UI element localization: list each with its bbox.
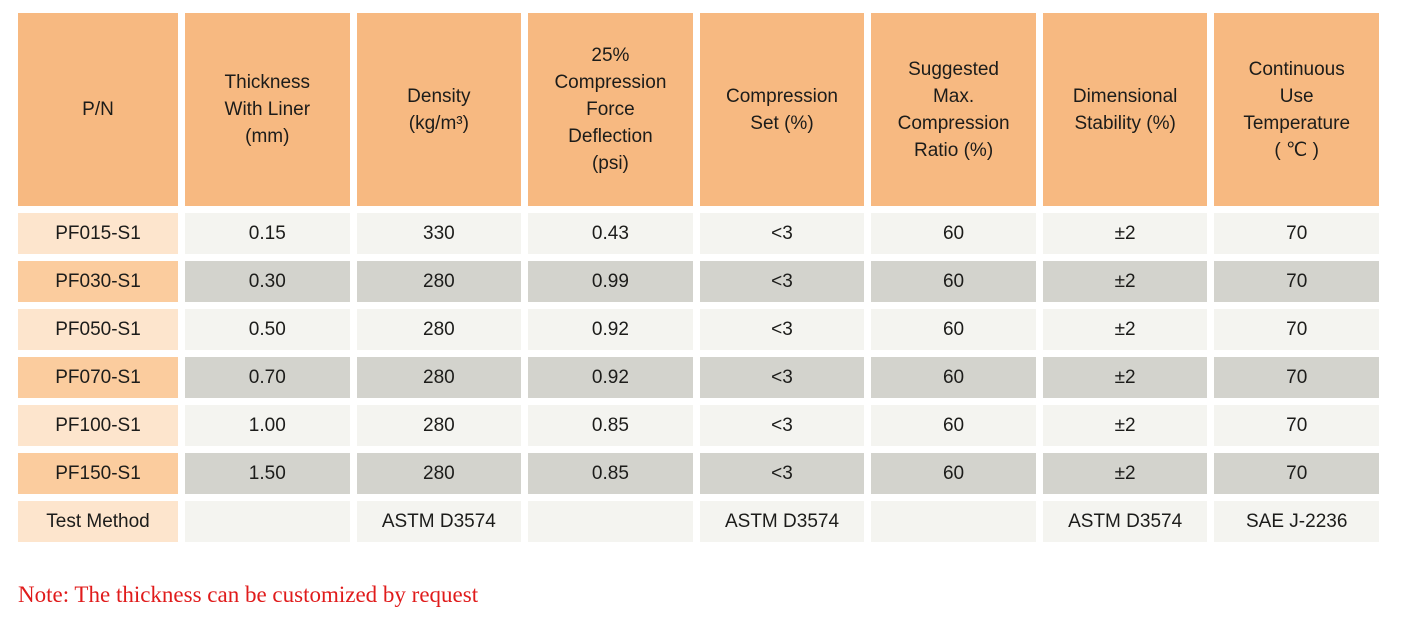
cell-max-compression-ratio: 60: [871, 357, 1036, 398]
cell-cfd: 0.99: [528, 261, 693, 302]
cell-test-method-continuous-use-temp: SAE J-2236: [1214, 501, 1379, 542]
column-header-dimensional-stability: Dimensional Stability (%): [1042, 13, 1208, 206]
cell-compression-set: <3: [699, 309, 865, 350]
cell-continuous-use-temp: 70: [1214, 309, 1379, 350]
cell-dimensional-stability: ±2: [1042, 309, 1208, 350]
cell-cfd: 0.92: [528, 357, 693, 398]
cell-compression-set: <3: [699, 213, 865, 254]
cell-thickness: 1.50: [185, 453, 350, 494]
cell-dimensional-stability: ±2: [1042, 405, 1208, 446]
cell-test-method-cfd: [528, 501, 693, 542]
cell-max-compression-ratio: 60: [871, 261, 1036, 302]
cell-dimensional-stability: ±2: [1042, 261, 1208, 302]
cell-max-compression-ratio: 60: [871, 309, 1036, 350]
cell-compression-set: <3: [699, 357, 865, 398]
cell-dimensional-stability: ±2: [1042, 357, 1208, 398]
cell-test-method-compression-set: ASTM D3574: [699, 501, 865, 542]
thickness-note: Note: The thickness can be customized by…: [18, 582, 479, 607]
cell-continuous-use-temp: 70: [1214, 405, 1379, 446]
cell-thickness: 0.15: [185, 213, 350, 254]
cell-continuous-use-temp: 70: [1214, 213, 1379, 254]
row-label-pf015-s1: PF015-S1: [18, 213, 178, 254]
cell-density: 280: [356, 309, 522, 350]
cell-compression-set: <3: [699, 261, 865, 302]
column-header-suggested-max-compression-ratio: Suggested Max. Compression Ratio (%): [871, 13, 1036, 206]
cell-max-compression-ratio: 60: [871, 453, 1036, 494]
cell-test-method-thickness: [185, 501, 350, 542]
cell-continuous-use-temp: 70: [1214, 357, 1379, 398]
cell-thickness: 1.00: [185, 405, 350, 446]
column-header-thickness-with-liner: Thickness With Liner (mm): [185, 13, 350, 206]
row-label-pf030-s1: PF030-S1: [18, 261, 178, 302]
cell-cfd: 0.43: [528, 213, 693, 254]
row-label-pf100-s1: PF100-S1: [18, 405, 178, 446]
cell-density: 330: [356, 213, 522, 254]
cell-density: 280: [356, 453, 522, 494]
column-header-pn: P/N: [18, 13, 178, 206]
cell-cfd: 0.85: [528, 405, 693, 446]
column-header-density: Density (kg/m³): [356, 13, 522, 206]
column-header-compression-set: Compression Set (%): [699, 13, 865, 206]
row-label-pf070-s1: PF070-S1: [18, 357, 178, 398]
spec-table: P/N Thickness With Liner (mm) Density (k…: [18, 13, 1379, 542]
cell-continuous-use-temp: 70: [1214, 261, 1379, 302]
cell-dimensional-stability: ±2: [1042, 453, 1208, 494]
column-header-compression-force-deflection: 25% Compression Force Deflection (psi): [528, 13, 693, 206]
cell-thickness: 0.30: [185, 261, 350, 302]
cell-compression-set: <3: [699, 405, 865, 446]
cell-thickness: 0.70: [185, 357, 350, 398]
cell-test-method-dimensional-stability: ASTM D3574: [1042, 501, 1208, 542]
cell-density: 280: [356, 261, 522, 302]
cell-dimensional-stability: ±2: [1042, 213, 1208, 254]
row-label-pf150-s1: PF150-S1: [18, 453, 178, 494]
cell-cfd: 0.92: [528, 309, 693, 350]
cell-thickness: 0.50: [185, 309, 350, 350]
cell-continuous-use-temp: 70: [1214, 453, 1379, 494]
cell-test-method-max-compression-ratio: [871, 501, 1036, 542]
cell-compression-set: <3: [699, 453, 865, 494]
cell-test-method-density: ASTM D3574: [356, 501, 522, 542]
cell-density: 280: [356, 357, 522, 398]
column-header-continuous-use-temperature: Continuous Use Temperature ( ℃ ): [1214, 13, 1379, 206]
cell-cfd: 0.85: [528, 453, 693, 494]
cell-density: 280: [356, 405, 522, 446]
cell-max-compression-ratio: 60: [871, 213, 1036, 254]
row-label-test-method: Test Method: [18, 501, 178, 542]
cell-max-compression-ratio: 60: [871, 405, 1036, 446]
row-label-pf050-s1: PF050-S1: [18, 309, 178, 350]
